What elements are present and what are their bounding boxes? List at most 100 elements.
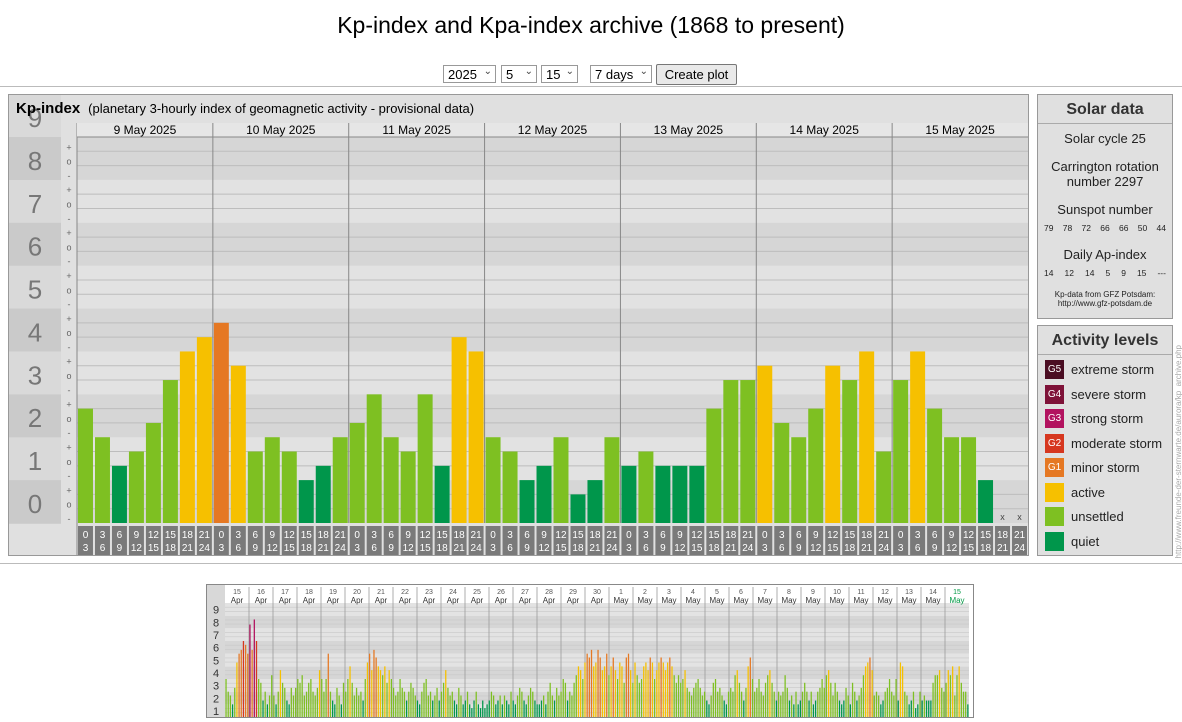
ov-band [225, 666, 969, 679]
kp-hour-end: 9 [117, 543, 123, 554]
ov-day-number: 2 [643, 589, 647, 596]
chevron-down-icon: ⌄ [565, 66, 574, 77]
ov-bar [234, 687, 236, 717]
kp-hour-start: 21 [471, 530, 483, 541]
kp-hour-cell [247, 526, 263, 555]
range-value: 7 days [595, 67, 634, 82]
ov-bar [564, 682, 567, 717]
month-select[interactable]: 5 ⌄ [501, 65, 537, 83]
kp-hour-start: 9 [813, 530, 819, 541]
ov-bar [625, 657, 627, 717]
kp-y-tick-label: 0 [28, 489, 42, 519]
ov-bar [301, 675, 303, 717]
ov-bar [379, 670, 382, 717]
ov-bar [597, 649, 599, 717]
kp-hour-end: 3 [626, 543, 632, 554]
ov-bar [643, 666, 645, 717]
kp-hour-start: 21 [742, 530, 754, 541]
kp-hour-start: 21 [606, 530, 618, 541]
kp-hour-cell [655, 526, 671, 555]
solar-data-title: Solar data [1038, 95, 1172, 124]
ov-bar [680, 682, 682, 717]
sunspot-value: 78 [1062, 223, 1073, 233]
ov-day-month: May [637, 596, 652, 605]
kp-hour-cell [604, 526, 620, 555]
range-select[interactable]: 7 days ⌄ [590, 65, 652, 83]
ov-bar [251, 649, 253, 717]
year-select[interactable]: 2025 ⌄ [443, 65, 496, 83]
ap-value: --- [1157, 268, 1166, 278]
kp-index-panel: 0 1 2 3 4 5 6 7 8 9- o + - o + - o + - o + - o + - o + - o + - o + - o +9 M… [8, 94, 1029, 556]
ov-bar [906, 695, 908, 717]
kp-third-label: + [66, 185, 71, 195]
activity-swatch [1045, 531, 1064, 551]
page-title: Kp-index and Kpa-index archive (1868 to … [337, 12, 845, 38]
ov-bar [645, 662, 647, 717]
kp-hour-start: 15 [572, 530, 584, 541]
ov-bar [429, 691, 432, 717]
kp-y-band [9, 265, 61, 309]
ov-bar [693, 687, 695, 717]
ov-bar [899, 662, 902, 717]
kp-hour-end: 18 [437, 543, 449, 554]
kp-hour-cell [94, 526, 110, 555]
ov-bar [616, 679, 619, 717]
kp-panel-heading: Kp-index (planetary 3-hourly index of geo… [16, 100, 474, 117]
kp-hour-start: 18 [318, 530, 330, 541]
ov-bar [275, 704, 277, 717]
ov-bar [321, 679, 323, 717]
ov-day-number: 30 [593, 589, 601, 596]
ov-bar [749, 657, 751, 717]
kp-bar [723, 380, 739, 523]
kp-hour-start: 12 [691, 530, 703, 541]
kp-bar [298, 480, 314, 523]
create-plot-button[interactable]: Create plot [656, 64, 737, 85]
ov-bar [508, 704, 510, 717]
ov-bar [558, 695, 560, 717]
ov-bar [956, 675, 958, 717]
kp-hour-cell [111, 526, 127, 555]
kp-hour-end: 15 [148, 543, 160, 554]
ov-band [225, 603, 969, 616]
ov-bar [536, 704, 538, 717]
ov-bar [834, 682, 836, 717]
ov-bar [314, 695, 316, 717]
ov-bar [738, 682, 741, 717]
ov-bar [795, 691, 797, 717]
ov-bar [271, 675, 273, 717]
kp-bar [978, 480, 994, 523]
ov-bar [242, 641, 245, 717]
kp-bar [247, 451, 263, 523]
kp-hour-cell [621, 526, 637, 555]
kp-bar [927, 408, 943, 523]
ov-bar [449, 695, 451, 717]
ov-bar [721, 695, 723, 717]
ov-y-tick-label: 7 [213, 630, 219, 642]
kp-third-label: - [68, 257, 71, 267]
ov-bar [843, 700, 845, 717]
ov-bar [397, 691, 399, 717]
ov-bar [601, 670, 604, 717]
ov-bar [371, 670, 373, 717]
kp-hour-start: 18 [454, 530, 466, 541]
ov-bar [455, 704, 458, 717]
ov-day-month: Apr [327, 596, 340, 605]
kp-bar [587, 480, 603, 523]
kp-hour-start: 15 [708, 530, 720, 541]
ov-bar [532, 691, 534, 717]
ov-bar [375, 657, 377, 717]
ov-bar [632, 682, 634, 717]
ov-bar [649, 657, 651, 717]
kp-third-label: o [66, 328, 71, 338]
ov-band [225, 653, 969, 667]
kp-hour-cell [468, 526, 484, 555]
ov-bar [651, 662, 654, 717]
day-select[interactable]: 15 ⌄ [541, 65, 578, 83]
kp-bar [111, 465, 127, 523]
activity-swatch: G3 [1045, 409, 1064, 428]
kp-hour-cell [757, 526, 773, 555]
ov-bar [340, 704, 342, 717]
ov-bar [958, 666, 960, 717]
ov-bar [273, 695, 275, 717]
kp-hour-end: 24 [1014, 543, 1026, 554]
